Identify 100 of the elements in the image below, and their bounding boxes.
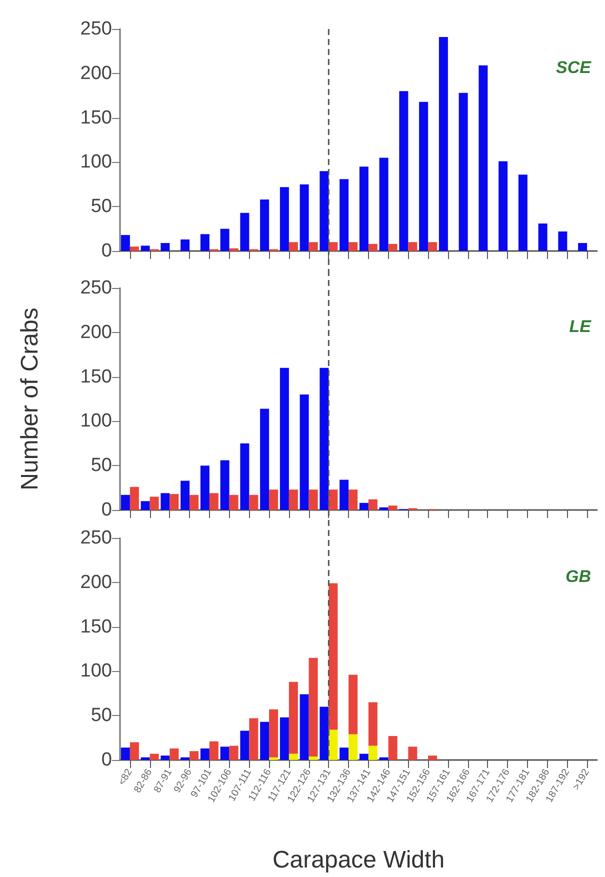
bar [120,235,130,251]
bar [359,502,368,510]
bar [408,242,418,251]
bar [240,443,250,510]
bar [288,242,298,251]
bar [130,742,139,760]
bar [518,174,528,251]
bar [379,507,388,510]
y-tick-label: 200 [80,572,112,593]
bar [249,494,258,510]
y-tick-label: 50 [90,455,112,476]
annotation: LE [569,317,592,336]
bar [428,756,438,760]
bar [140,246,150,251]
bar [308,242,318,251]
bar [328,730,338,760]
bar [498,161,508,251]
x-axis-title: Carapace Width [272,846,445,874]
bar [428,242,438,251]
x-tick-label: <82 [116,766,135,788]
bar [160,243,170,251]
bar [300,394,309,510]
bar [200,748,210,760]
bar [340,748,349,760]
bar [150,496,159,510]
bar [160,756,170,760]
bar [229,746,238,760]
bar [269,757,278,760]
bar [160,493,170,510]
bar [260,199,270,251]
bar [320,706,329,760]
bar [130,486,139,510]
bar [280,717,289,760]
bar [438,36,448,251]
bar [209,493,218,510]
bar [209,741,218,760]
bar [419,102,428,251]
bar [280,187,289,251]
bar [359,166,368,251]
bar [328,242,338,251]
y-tick-label: 100 [80,410,112,432]
bar [220,228,230,251]
bar [308,490,318,510]
bar [379,757,388,760]
y-tick-label: 200 [80,322,112,343]
bar [229,248,238,251]
bar [170,494,179,510]
bar [348,674,358,734]
y-tick-label: 0 [101,500,112,520]
bar [328,583,338,730]
bar [280,368,289,510]
bar [220,746,230,760]
bar [458,92,468,251]
bar [388,736,398,760]
bar [140,501,150,510]
y-tick-label: 250 [80,18,112,40]
bar [288,490,298,510]
bar [180,239,190,251]
bar [300,694,309,760]
bar [150,754,159,760]
bar [190,751,199,760]
bar [578,243,588,251]
bar [348,490,358,510]
bar [558,231,568,251]
bar [368,499,378,510]
bar [180,757,190,760]
annotation: SCE [556,58,592,77]
bar [180,480,190,510]
y-tick-label: 150 [80,616,112,638]
bar [269,709,278,758]
bar [340,179,349,251]
y-axis-title: Number of Crabs [16,308,44,490]
y-tick-label: 150 [80,107,112,128]
y-tick-label: 50 [90,705,112,726]
bar [368,244,378,251]
y-tick-label: 100 [80,660,112,682]
y-tick-label: 0 [101,240,112,262]
bar [300,184,309,251]
y-tick-label: 250 [80,278,112,298]
bar [388,244,398,251]
bar [170,748,179,760]
bar [260,722,270,760]
bar [220,460,230,510]
bar [200,234,210,251]
annotation: GB [566,567,591,586]
y-tick-label: 50 [90,196,112,218]
bar [348,242,358,251]
y-tick-label: 250 [80,528,112,548]
bar [308,658,318,756]
bar [120,748,130,760]
bar [538,223,548,251]
y-tick-label: 200 [80,62,112,84]
bar [260,408,270,510]
bar [388,506,398,510]
bar [348,734,358,760]
bar [408,746,418,760]
y-tick-label: 150 [80,366,112,388]
bar [328,490,338,510]
bar [359,754,368,760]
bar [269,490,278,510]
